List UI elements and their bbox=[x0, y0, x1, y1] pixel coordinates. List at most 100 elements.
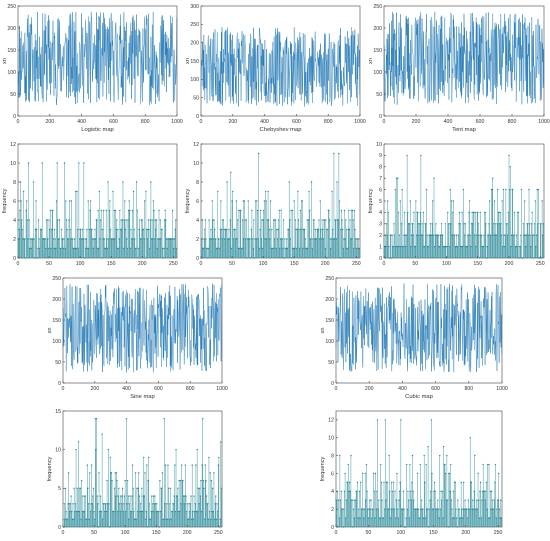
stem-marker bbox=[124, 200, 126, 202]
stem-marker bbox=[99, 495, 101, 497]
stem-marker bbox=[62, 238, 64, 240]
stem-marker bbox=[106, 479, 108, 482]
stem-marker bbox=[308, 190, 310, 193]
stem-marker bbox=[432, 234, 435, 236]
y-tick-label: 7 bbox=[379, 176, 382, 182]
stem-marker bbox=[495, 234, 498, 236]
stem-marker bbox=[286, 247, 289, 250]
stem-marker bbox=[124, 228, 127, 231]
stem-marker bbox=[97, 526, 100, 528]
stem-marker bbox=[502, 245, 504, 248]
stem-marker bbox=[347, 228, 349, 231]
stem-marker bbox=[266, 219, 269, 221]
stem-marker bbox=[211, 487, 214, 490]
stem-marker bbox=[325, 219, 327, 221]
y-tick-label: 2 bbox=[13, 237, 16, 243]
stem-marker bbox=[400, 419, 402, 421]
stem-marker bbox=[94, 418, 96, 420]
stem-marker bbox=[154, 495, 156, 497]
stem-marker bbox=[382, 517, 385, 519]
stem-marker bbox=[314, 228, 316, 231]
stem-marker bbox=[24, 238, 26, 240]
stem-marker bbox=[446, 454, 448, 457]
x-tick-label: 800 bbox=[141, 119, 150, 125]
stem-marker bbox=[525, 234, 528, 236]
stem-marker bbox=[509, 166, 511, 168]
y-tick-label: 9 bbox=[379, 153, 382, 159]
y-axis-label: xn bbox=[320, 328, 326, 334]
stem-marker bbox=[63, 503, 65, 505]
stem-marker bbox=[192, 510, 194, 513]
stem-marker bbox=[496, 508, 498, 510]
stem-marker bbox=[474, 211, 476, 214]
stem-marker bbox=[35, 228, 38, 231]
stem-marker bbox=[363, 517, 365, 519]
y-tick-label: 10 bbox=[10, 161, 16, 167]
stem-marker bbox=[226, 181, 228, 183]
stem-marker bbox=[176, 495, 178, 497]
stem-marker bbox=[457, 499, 459, 501]
stem-marker bbox=[345, 517, 347, 519]
stem-marker bbox=[253, 257, 256, 259]
y-tick-label: 150 bbox=[7, 48, 16, 54]
stem-marker bbox=[75, 448, 77, 451]
stem-marker bbox=[247, 200, 249, 202]
stem-marker bbox=[343, 209, 346, 212]
stem-marker bbox=[395, 499, 398, 501]
stem-marker bbox=[75, 247, 78, 250]
stem-marker bbox=[500, 234, 503, 236]
y-tick-label: 1 bbox=[379, 244, 382, 250]
x-tick-label: 400 bbox=[260, 119, 269, 125]
stem-marker bbox=[492, 223, 495, 225]
stem-marker bbox=[280, 209, 282, 212]
stem-marker bbox=[498, 472, 500, 475]
stem-marker bbox=[106, 247, 109, 250]
stem-marker bbox=[137, 247, 140, 250]
logistic-hist-svg: 0 50 100 150 200 250 0 2 4 6 8 10 12 frequency bbox=[2, 142, 178, 267]
stem-marker bbox=[45, 247, 47, 250]
stem-marker bbox=[275, 247, 277, 250]
stem-marker bbox=[479, 211, 481, 214]
x-tick-label: 100 bbox=[76, 261, 85, 267]
stem-marker bbox=[215, 238, 217, 240]
stem-marker bbox=[205, 479, 207, 482]
stem-marker bbox=[470, 223, 473, 225]
stem-marker bbox=[438, 245, 441, 248]
stem-marker bbox=[440, 490, 442, 493]
stem-marker bbox=[146, 464, 148, 466]
sine-hist-plot: 0 50 100 150 200 250 0 5 10 15 frequency bbox=[45, 405, 228, 541]
stem-marker bbox=[134, 472, 137, 474]
stem-marker bbox=[294, 219, 297, 221]
y-tick-label: 12 bbox=[193, 142, 199, 148]
stem-marker bbox=[483, 490, 486, 493]
cubic-series-svg: 0 200 400 600 800 1000 0 50 100 150 200 250 Cubic ma… bbox=[320, 276, 508, 400]
stem-marker bbox=[155, 228, 157, 231]
stem-marker bbox=[218, 456, 220, 459]
stem-marker bbox=[542, 223, 545, 225]
stem-marker bbox=[103, 510, 106, 513]
stem-marker bbox=[78, 510, 80, 513]
stem-marker bbox=[62, 518, 64, 520]
stem-marker bbox=[335, 499, 338, 501]
stem-marker bbox=[156, 503, 158, 505]
stem-marker bbox=[468, 211, 470, 214]
stem-marker bbox=[50, 228, 53, 231]
stem-marker bbox=[444, 472, 447, 475]
stem-marker bbox=[394, 188, 396, 191]
stem-marker bbox=[359, 517, 361, 519]
y-tick-label: 50 bbox=[376, 92, 382, 98]
stem-marker bbox=[183, 503, 185, 505]
y-tick-label: 4 bbox=[379, 210, 382, 216]
stem-marker bbox=[127, 209, 130, 212]
stem-marker bbox=[259, 228, 261, 231]
stem-marker bbox=[175, 247, 178, 250]
stem-marker bbox=[404, 234, 406, 236]
x-tick-label: 0 bbox=[17, 261, 20, 267]
stem-marker bbox=[337, 219, 339, 221]
stem-marker bbox=[448, 472, 451, 475]
stem-marker bbox=[184, 495, 186, 497]
stem-marker bbox=[338, 152, 340, 155]
y-tick-label: 150 bbox=[52, 318, 61, 324]
stem-marker bbox=[193, 510, 196, 513]
stem-marker bbox=[249, 257, 252, 259]
